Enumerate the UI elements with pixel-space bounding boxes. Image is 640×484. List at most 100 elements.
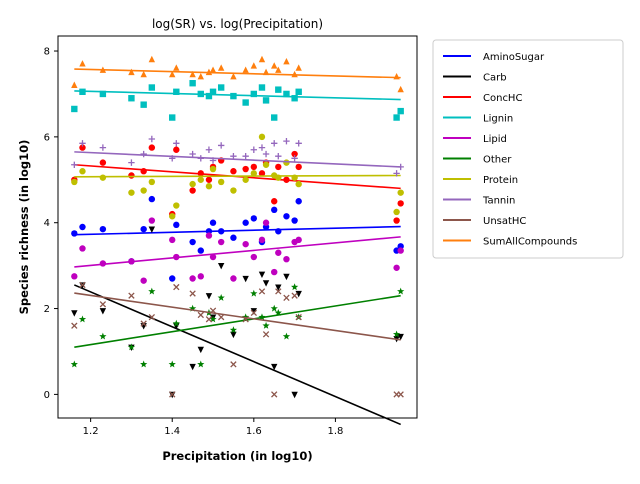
data-point bbox=[271, 268, 278, 276]
data-point bbox=[250, 308, 258, 315]
data-point bbox=[242, 176, 249, 183]
data-point bbox=[393, 217, 400, 224]
data-point bbox=[271, 206, 278, 214]
data-point bbox=[209, 219, 217, 226]
data-point bbox=[99, 225, 107, 233]
data-point bbox=[209, 66, 217, 73]
data-point bbox=[275, 163, 282, 171]
data-point bbox=[189, 80, 196, 87]
data-point bbox=[283, 159, 290, 166]
data-point bbox=[275, 152, 282, 160]
legend-label: Lignin bbox=[483, 114, 513, 125]
data-point bbox=[189, 238, 196, 246]
data-point bbox=[258, 84, 266, 91]
series-Lipid bbox=[71, 217, 404, 284]
data-point bbox=[148, 144, 156, 151]
data-point bbox=[205, 293, 213, 300]
data-point bbox=[71, 322, 78, 329]
data-point bbox=[271, 363, 278, 371]
data-point bbox=[230, 234, 237, 241]
data-point bbox=[128, 159, 135, 166]
legend-item: Lignin bbox=[443, 114, 513, 125]
data-point bbox=[168, 360, 176, 368]
legend-label: Protein bbox=[483, 175, 518, 186]
data-point bbox=[291, 292, 298, 299]
data-point bbox=[197, 273, 204, 280]
data-point bbox=[197, 346, 204, 354]
x-axis-title: Precipitation (in log10) bbox=[162, 449, 312, 463]
data-point bbox=[397, 287, 405, 295]
data-point bbox=[295, 64, 302, 71]
data-point bbox=[197, 311, 204, 319]
data-point bbox=[258, 144, 266, 151]
data-point bbox=[250, 215, 258, 222]
data-point bbox=[71, 161, 78, 168]
data-point bbox=[99, 90, 107, 98]
data-point bbox=[189, 180, 196, 188]
x-tick-label: 1.2 bbox=[83, 426, 99, 437]
trend-line bbox=[74, 225, 401, 236]
data-point bbox=[275, 288, 282, 295]
legend-label: Lipid bbox=[483, 134, 507, 145]
legend-label: Carb bbox=[483, 73, 507, 84]
data-point bbox=[230, 72, 237, 80]
data-point bbox=[397, 189, 404, 196]
data-point bbox=[271, 140, 278, 147]
legend-label: ConcHC bbox=[483, 93, 522, 104]
data-point bbox=[397, 333, 404, 341]
data-point bbox=[283, 57, 290, 65]
trend-line bbox=[74, 151, 401, 168]
legend: AminoSugar Carb ConcHC Lignin Lipid Other Prot… bbox=[432, 39, 624, 259]
legend-label: SumAllCompounds bbox=[483, 237, 577, 248]
data-point bbox=[148, 217, 156, 224]
data-point bbox=[291, 217, 298, 224]
data-point bbox=[217, 84, 225, 91]
data-point bbox=[230, 152, 237, 160]
data-point bbox=[262, 97, 270, 104]
data-point bbox=[71, 81, 78, 88]
series-AminoSugar bbox=[71, 195, 404, 282]
data-point bbox=[197, 360, 205, 368]
data-point bbox=[262, 280, 270, 287]
data-point bbox=[242, 152, 249, 160]
data-point bbox=[291, 283, 299, 291]
data-point bbox=[71, 105, 78, 113]
data-point bbox=[140, 225, 147, 233]
data-point bbox=[169, 236, 176, 244]
data-point bbox=[78, 315, 87, 323]
data-point bbox=[148, 84, 156, 91]
data-point bbox=[275, 249, 282, 256]
data-point bbox=[128, 189, 135, 196]
data-point bbox=[205, 316, 213, 323]
data-point bbox=[148, 55, 156, 63]
data-point bbox=[70, 360, 78, 368]
data-point bbox=[275, 284, 282, 291]
data-point bbox=[295, 313, 302, 321]
data-point bbox=[71, 310, 78, 317]
data-point bbox=[189, 150, 196, 158]
data-point bbox=[258, 271, 266, 279]
trend-line bbox=[74, 236, 401, 268]
data-point bbox=[262, 219, 270, 226]
trend-line bbox=[74, 284, 401, 426]
data-point bbox=[275, 66, 282, 73]
data-point bbox=[230, 168, 237, 175]
plot-area bbox=[70, 55, 405, 426]
data-point bbox=[71, 178, 78, 186]
data-point bbox=[295, 236, 302, 244]
data-point bbox=[127, 343, 136, 351]
y-tick-label: 6 bbox=[44, 132, 50, 143]
y-tick-label: 2 bbox=[44, 304, 50, 315]
data-point bbox=[242, 313, 250, 321]
data-point bbox=[148, 226, 156, 233]
data-point bbox=[189, 275, 196, 282]
series-Protein bbox=[71, 133, 404, 220]
data-point bbox=[79, 140, 86, 147]
data-point bbox=[99, 144, 107, 151]
data-point bbox=[209, 88, 217, 95]
data-point bbox=[258, 133, 266, 141]
legend-item: AminoSugar bbox=[443, 52, 545, 63]
data-point bbox=[197, 72, 204, 80]
data-point bbox=[230, 361, 237, 368]
legend-item: Other bbox=[443, 155, 512, 166]
